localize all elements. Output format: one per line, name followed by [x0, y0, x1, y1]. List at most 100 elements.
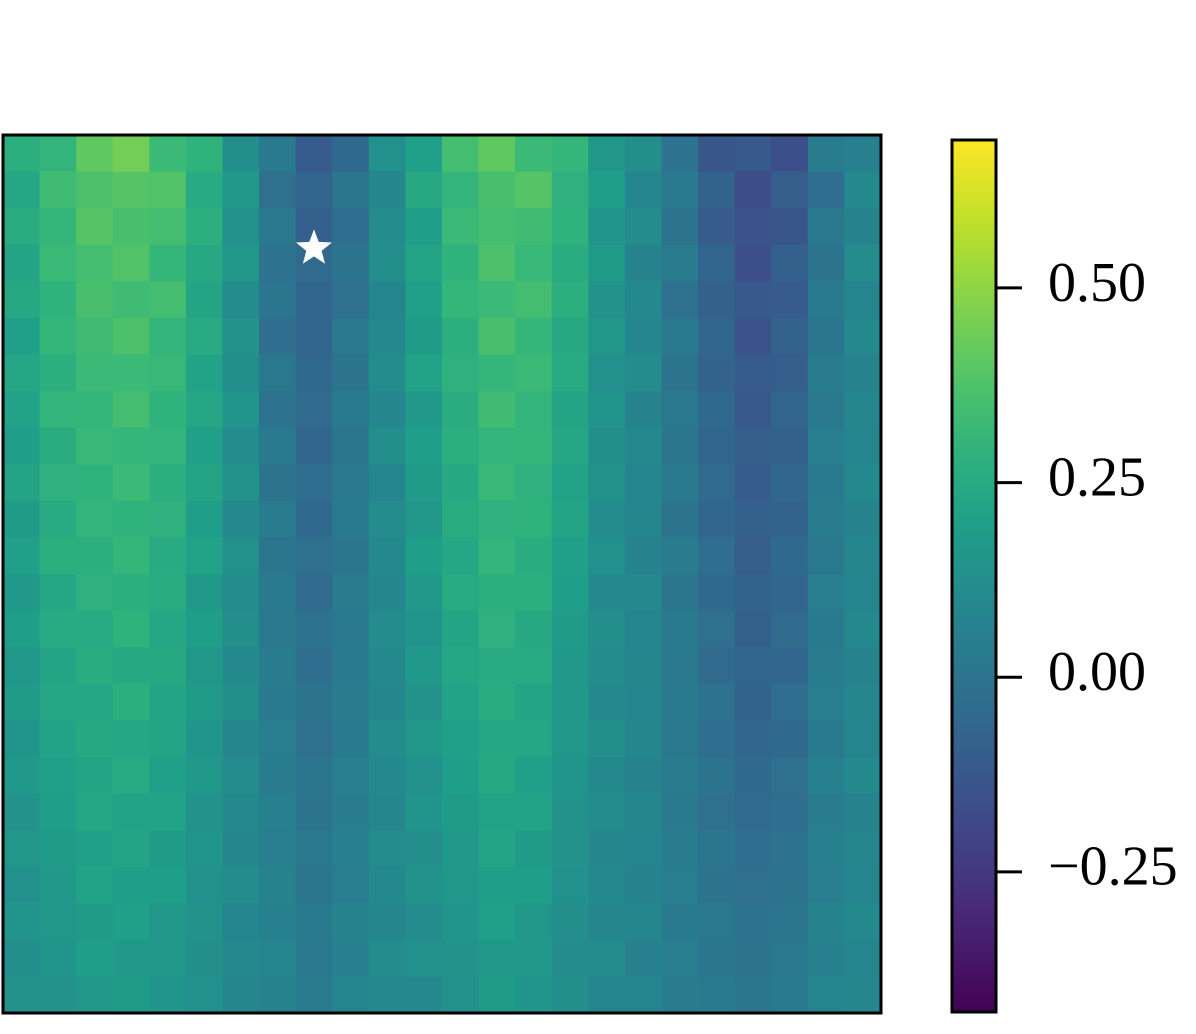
- heat-cell: [259, 537, 297, 575]
- heat-cell: [698, 756, 736, 795]
- heat-cell: [405, 317, 443, 356]
- heat-cell: [185, 976, 224, 1014]
- heat-cell: [259, 866, 297, 904]
- heat-cell: [478, 720, 516, 758]
- heat-cell: [844, 830, 882, 868]
- heat-cell: [332, 317, 370, 356]
- heat-cell: [661, 720, 699, 758]
- heat-cell: [478, 793, 516, 831]
- heat-cell: [661, 500, 699, 539]
- heat-cell: [551, 171, 589, 209]
- heat-cell: [844, 427, 882, 465]
- heat-cell: [551, 500, 589, 539]
- heat-cell: [771, 976, 809, 1014]
- heat-cell: [551, 317, 589, 356]
- heat-cell: [844, 683, 882, 721]
- heat-cell: [259, 244, 297, 282]
- heat-cell: [332, 976, 370, 1014]
- heat-cell: [295, 939, 333, 978]
- heat-cell: [588, 354, 626, 392]
- colorbar-tick-label: 0.50: [1048, 252, 1146, 314]
- heat-cell: [332, 537, 370, 575]
- heat-cell: [368, 903, 407, 941]
- heat-cell: [588, 464, 626, 502]
- heat-cell: [295, 793, 333, 831]
- heat-cell: [624, 610, 663, 648]
- heat-cell: [807, 683, 846, 721]
- heat-cell: [442, 903, 480, 941]
- heat-cell: [442, 500, 480, 539]
- heat-cell: [844, 317, 882, 356]
- heat-cell: [185, 135, 224, 173]
- heat-cell: [624, 683, 663, 721]
- heat-cell: [551, 427, 589, 465]
- heat-cell: [149, 391, 187, 429]
- heat-cell: [515, 391, 553, 429]
- heat-cell: [442, 720, 480, 758]
- heat-cell: [39, 574, 77, 612]
- heat-cell: [405, 208, 443, 246]
- heat-cell: [222, 317, 260, 356]
- heat-cell: [185, 208, 224, 246]
- heat-cell: [734, 391, 772, 429]
- heat-cell: [442, 427, 480, 465]
- heat-cell: [661, 610, 699, 648]
- heat-cell: [624, 464, 663, 502]
- heat-cell: [771, 683, 809, 721]
- heat-cell: [368, 391, 407, 429]
- heat-cell: [332, 647, 370, 685]
- heat-cell: [588, 903, 626, 941]
- heat-cell: [112, 208, 150, 246]
- heat-cell: [368, 317, 407, 356]
- heat-cell: [734, 464, 772, 502]
- heat-cell: [405, 793, 443, 831]
- heat-cell: [515, 793, 553, 831]
- heat-cell: [405, 647, 443, 685]
- heat-cell: [515, 135, 553, 173]
- heat-cell: [844, 903, 882, 941]
- heat-cell: [771, 135, 809, 173]
- heat-cell: [39, 208, 77, 246]
- heat-cell: [405, 939, 443, 978]
- heat-cell: [807, 610, 846, 648]
- heat-cell: [551, 391, 589, 429]
- heat-cell: [442, 683, 480, 721]
- heat-cell: [76, 135, 114, 173]
- heat-cell: [844, 976, 882, 1014]
- heat-cell: [405, 244, 443, 282]
- heat-cell: [368, 574, 407, 612]
- heat-cell: [368, 939, 407, 978]
- heat-cell: [76, 391, 114, 429]
- heat-cell: [515, 171, 553, 209]
- heat-cell: [295, 976, 333, 1014]
- heat-cell: [844, 610, 882, 648]
- heat-cell: [624, 903, 663, 941]
- star-marker: [295, 229, 332, 264]
- heat-cell: [734, 281, 772, 319]
- heat-cell: [39, 427, 77, 465]
- heat-cell: [478, 208, 516, 246]
- heat-cell: [185, 793, 224, 831]
- heat-cell: [368, 610, 407, 648]
- heat-cell: [588, 683, 626, 721]
- heatmap: [3, 135, 882, 1014]
- heat-cell: [807, 793, 846, 831]
- heat-cell: [478, 610, 516, 648]
- heat-cell: [185, 427, 224, 465]
- heat-cell: [332, 500, 370, 539]
- heat-cell: [368, 208, 407, 246]
- heat-cell: [405, 171, 443, 209]
- heat-cell: [185, 610, 224, 648]
- heat-cell: [185, 939, 224, 978]
- heat-cell: [295, 317, 333, 356]
- heat-cell: [3, 756, 41, 795]
- heat-cell: [844, 866, 882, 904]
- heat-cell: [771, 866, 809, 904]
- heat-cell: [368, 683, 407, 721]
- heat-cell: [807, 756, 846, 795]
- heat-cell: [39, 135, 77, 173]
- heat-cell: [661, 537, 699, 575]
- heat-cell: [222, 903, 260, 941]
- heat-cell: [661, 244, 699, 282]
- heat-cell: [3, 500, 41, 539]
